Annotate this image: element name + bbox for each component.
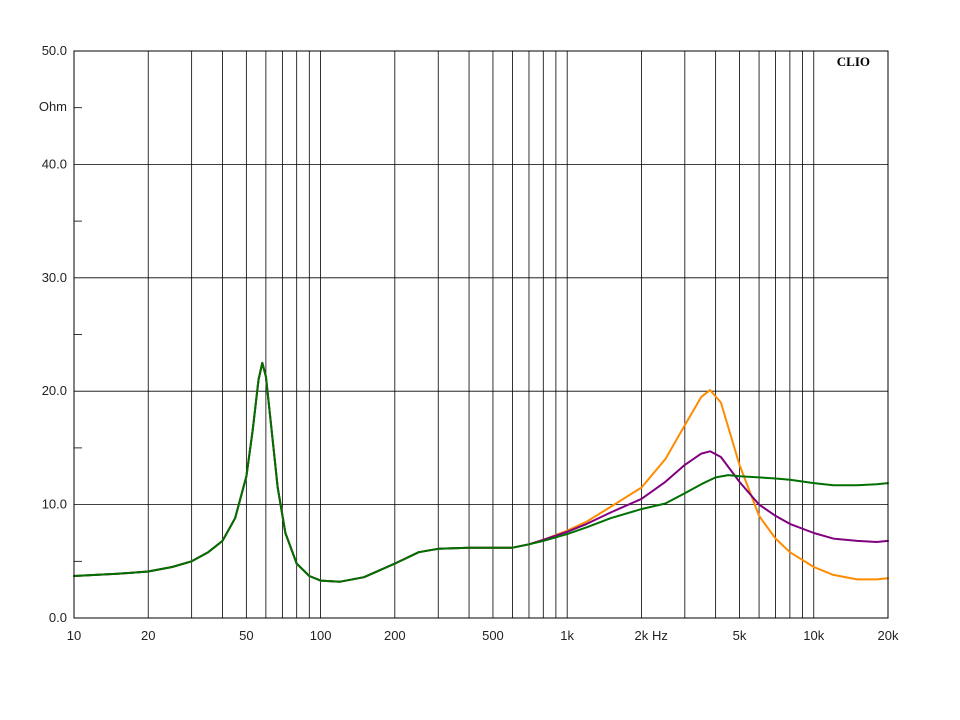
y-tick-label: 30.0: [42, 270, 67, 285]
x-axis-ticks: 10 20 50 100 200 500 1k 2k 5k 10k 20k: [67, 628, 899, 643]
x-tick-label: 5k: [733, 628, 747, 643]
x-tick-label: 10k: [803, 628, 824, 643]
x-tick-label: 200: [384, 628, 406, 643]
x-tick-label: 20k: [878, 628, 899, 643]
x-tick-label: 50: [239, 628, 253, 643]
y-tick-label: 10.0: [42, 497, 67, 512]
x-tick-label: 100: [310, 628, 332, 643]
x-tick-label: 500: [482, 628, 504, 643]
y-tick-label: 0.0: [49, 610, 67, 625]
x-unit-label: Hz: [652, 628, 668, 643]
y-tick-label: 40.0: [42, 156, 67, 171]
x-tick-label: 2k: [635, 628, 649, 643]
y-axis-ticks: 0.0 10.0 20.0 30.0 40.0 50.0: [42, 43, 67, 625]
x-tick-label: 1k: [560, 628, 574, 643]
plot-background: [74, 51, 888, 618]
x-tick-label: 10: [67, 628, 81, 643]
plot-frame: [73, 50, 889, 619]
x-tick-label: 20: [141, 628, 155, 643]
y-tick-label: 20.0: [42, 383, 67, 398]
y-unit-label: Ohm: [39, 99, 67, 114]
grid: [74, 51, 888, 618]
brand-label: CLIO: [837, 54, 870, 69]
y-tick-label: 50.0: [42, 43, 67, 58]
impedance-curve-3: [73, 361, 889, 583]
curves: [73, 361, 889, 583]
